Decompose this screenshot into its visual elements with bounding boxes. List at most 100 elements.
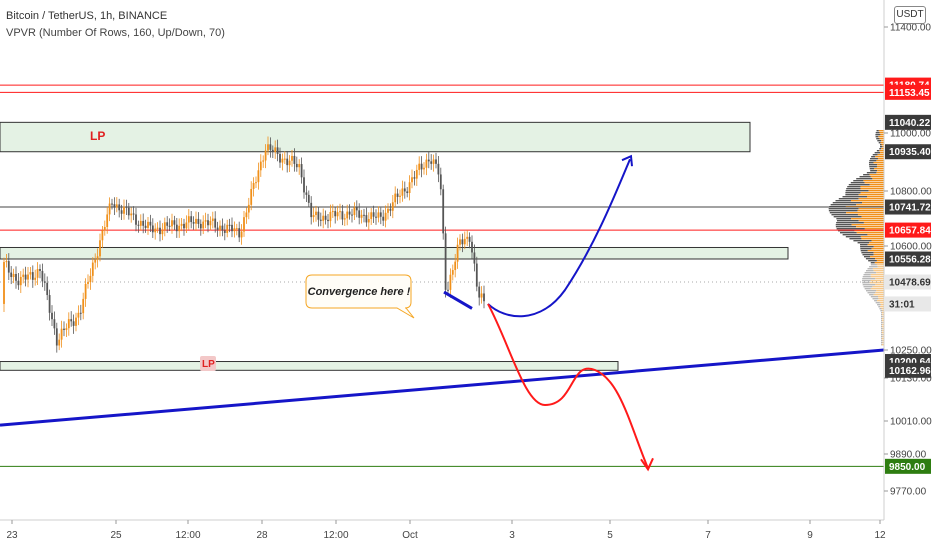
candle-body bbox=[283, 158, 286, 160]
candle-body bbox=[228, 224, 231, 226]
profile-bar-up bbox=[864, 228, 884, 230]
profile-bar-down bbox=[861, 252, 874, 254]
time-axis[interactable]: 23 25 12:00 28 12:00 Oct 3 5 7 9 12 bbox=[6, 520, 886, 541]
profile-bar-up bbox=[870, 274, 884, 276]
candle-body bbox=[84, 283, 87, 299]
candle-body bbox=[379, 212, 382, 217]
candle-body bbox=[219, 225, 221, 230]
profile-bar-down bbox=[862, 254, 874, 256]
profile-bar-up bbox=[870, 288, 884, 290]
profile-bar-up bbox=[878, 298, 884, 300]
profile-bar-down bbox=[869, 294, 874, 296]
profile-bar-down bbox=[863, 174, 870, 176]
lp-label-top: LP bbox=[90, 129, 105, 143]
profile-bar-up bbox=[874, 168, 884, 170]
candle-body bbox=[418, 163, 421, 170]
profile-bar-up bbox=[856, 204, 884, 206]
profile-bar-down bbox=[874, 152, 881, 154]
candle-body bbox=[370, 212, 373, 219]
candle-body bbox=[456, 244, 459, 262]
profile-bar-up bbox=[858, 194, 884, 196]
profile-bar-up bbox=[873, 294, 884, 296]
candle-body bbox=[415, 169, 418, 179]
candle-body bbox=[262, 160, 265, 162]
profile-bar-down bbox=[877, 140, 882, 142]
profile-bar-down bbox=[880, 310, 883, 312]
currency-button[interactable]: USDT bbox=[894, 6, 926, 24]
profile-bar-up bbox=[864, 182, 884, 184]
y-tick-label: 10010.00 bbox=[890, 417, 932, 428]
candle-body bbox=[288, 160, 291, 166]
candle-body bbox=[199, 223, 202, 229]
candle-body bbox=[202, 221, 205, 229]
candle-body bbox=[281, 158, 284, 163]
candle-body bbox=[420, 163, 423, 170]
candle-body bbox=[240, 231, 243, 238]
lp-label-bottom: LP bbox=[202, 359, 215, 370]
profile-bar-down bbox=[875, 132, 880, 134]
profile-bar-up bbox=[876, 264, 884, 266]
profile-bar-up bbox=[868, 190, 884, 192]
candle-body bbox=[123, 206, 125, 214]
price-tag-label: 31:01 bbox=[889, 299, 915, 310]
candle-body bbox=[348, 211, 351, 215]
profile-bar-down bbox=[849, 238, 862, 240]
candle-body bbox=[87, 282, 89, 284]
candle-body bbox=[51, 312, 53, 320]
candle-body bbox=[223, 230, 226, 233]
price-tag-bg bbox=[885, 114, 931, 130]
profile-bar-up bbox=[856, 226, 884, 228]
candle-body bbox=[447, 289, 449, 291]
x-tick-label: Oct bbox=[402, 530, 418, 541]
candle-body bbox=[471, 241, 473, 253]
candle-body bbox=[459, 239, 461, 245]
candle-body bbox=[473, 252, 476, 264]
candle-body bbox=[135, 214, 137, 225]
profile-bar-down bbox=[832, 202, 863, 204]
candle-body bbox=[411, 177, 413, 183]
profile-bar-up bbox=[876, 166, 884, 168]
profile-bar-down bbox=[881, 312, 882, 314]
profile-bar-up bbox=[877, 300, 884, 302]
profile-bar-down bbox=[870, 170, 878, 172]
profile-bar-down bbox=[867, 268, 873, 270]
zone-lower-liquidity bbox=[0, 361, 619, 371]
candle-body bbox=[413, 177, 416, 179]
price-tag-bg bbox=[885, 199, 931, 215]
candle-body bbox=[454, 261, 457, 271]
candle-body bbox=[382, 216, 385, 221]
profile-bar-down bbox=[865, 258, 876, 260]
profile-bar-up bbox=[876, 272, 884, 274]
profile-bar-up bbox=[874, 262, 884, 264]
profile-bar-up bbox=[882, 342, 884, 344]
price-axis[interactable]: 11400.00 11000.00 10800.00 10600.00 10250.00… bbox=[884, 23, 932, 498]
drawings-layer bbox=[0, 154, 885, 472]
horizontal-levels bbox=[0, 84, 884, 467]
profile-bar-down bbox=[863, 274, 871, 276]
candle-body bbox=[70, 319, 73, 322]
candle-body bbox=[77, 312, 80, 318]
price-tag-label: 10200.64 bbox=[889, 357, 931, 368]
candle-body bbox=[96, 256, 99, 260]
candle-body bbox=[63, 328, 65, 330]
profile-bar-up bbox=[877, 170, 884, 172]
profile-bar-up bbox=[871, 248, 884, 250]
candle-body bbox=[247, 204, 250, 213]
candle-body bbox=[127, 207, 130, 216]
profile-bar-up bbox=[872, 178, 884, 180]
candle-body bbox=[58, 339, 61, 346]
profile-bar-down bbox=[833, 216, 862, 218]
candle-body bbox=[156, 227, 159, 229]
profile-bar-up bbox=[882, 326, 884, 328]
candle-body bbox=[103, 227, 106, 231]
candle-body bbox=[358, 210, 361, 218]
profile-bar-down bbox=[846, 188, 861, 190]
candle-body bbox=[65, 328, 68, 330]
profile-bar-down bbox=[878, 306, 881, 308]
profile-bar-up bbox=[878, 136, 884, 138]
profile-bar-up bbox=[882, 340, 884, 342]
candle-body bbox=[15, 273, 17, 281]
candle-body bbox=[10, 272, 13, 278]
profile-bar-up bbox=[870, 280, 884, 282]
